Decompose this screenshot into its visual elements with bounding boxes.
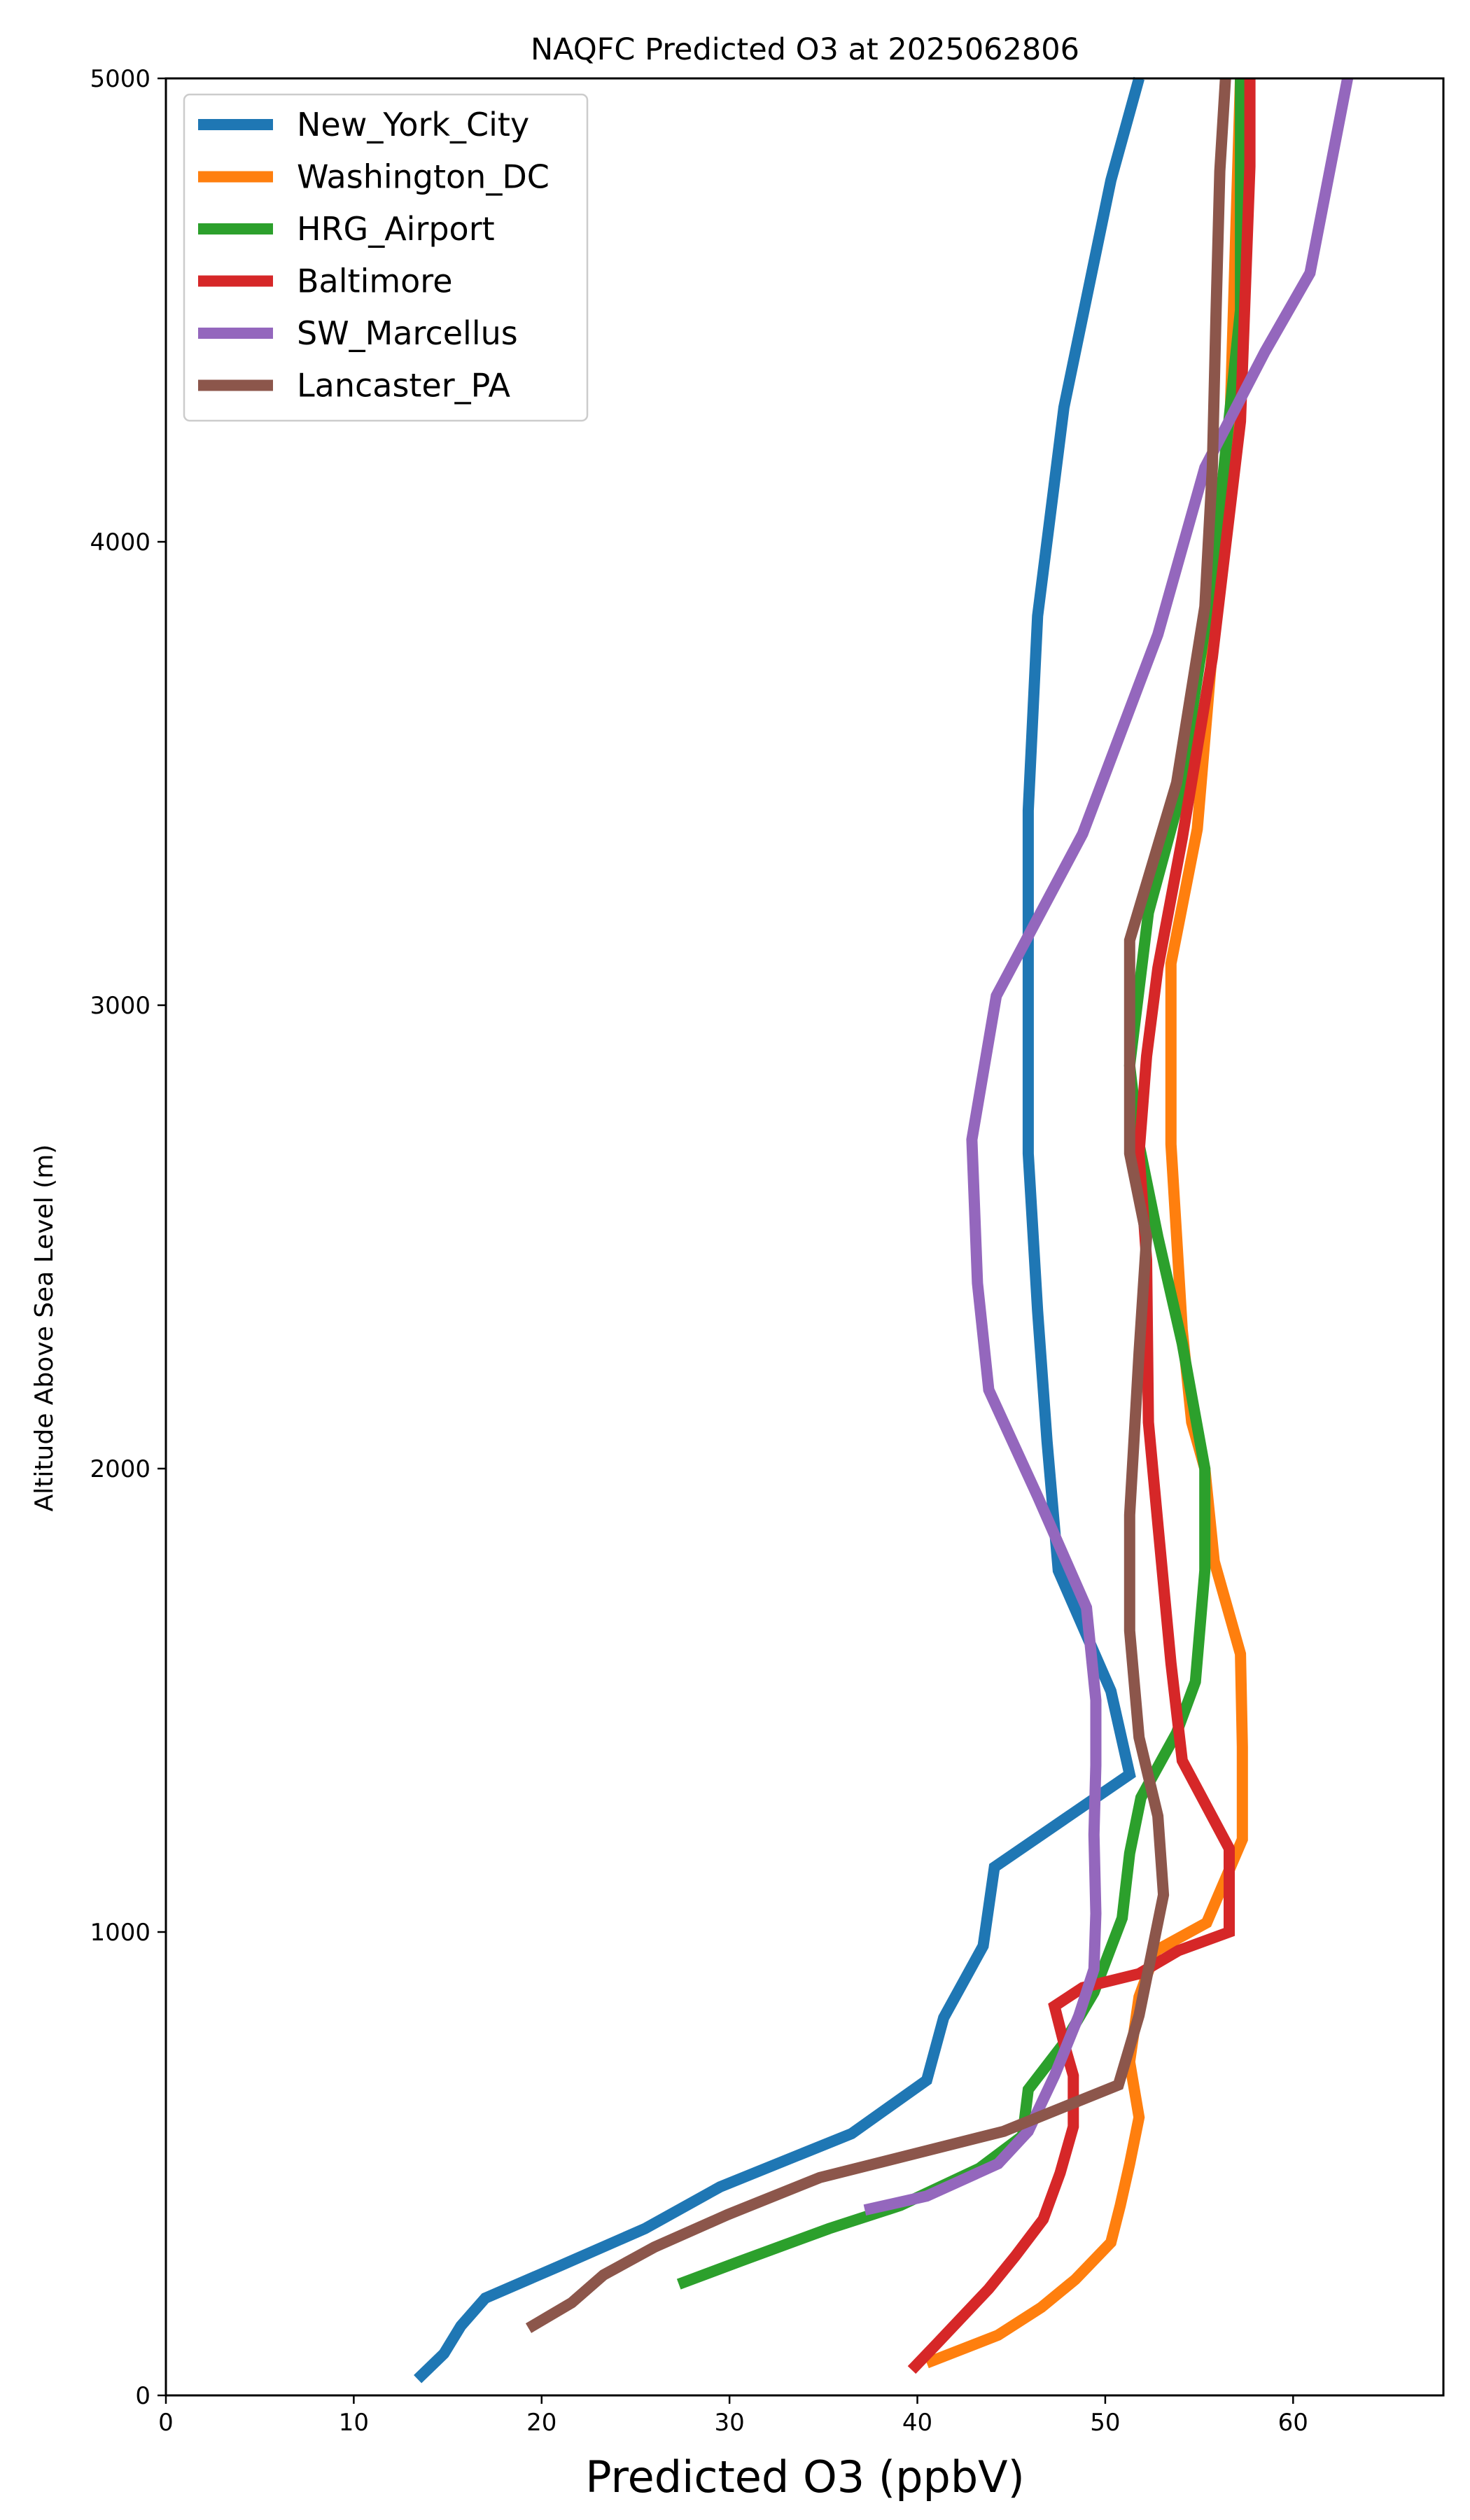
x-tick-label: 30 xyxy=(715,2409,745,2437)
y-tick-label: 1000 xyxy=(90,1919,150,1947)
y-tick-label: 2000 xyxy=(90,1455,150,1483)
plot-frame xyxy=(164,77,1445,2397)
legend-frame xyxy=(183,93,589,422)
x-tick-label: 40 xyxy=(902,2409,932,2437)
series-line-lancaster-pa xyxy=(525,78,1231,2333)
y-tick-label: 4000 xyxy=(90,528,150,556)
y-tick-label: 0 xyxy=(135,2382,150,2410)
y-axis-label: Altitude Above Sea Level (m) xyxy=(30,1144,59,1512)
legend-label: Baltimore xyxy=(297,262,453,300)
chart-title: NAQFC Predicted O3 at 2025062806 xyxy=(531,32,1079,67)
x-tick-label: 50 xyxy=(1090,2409,1120,2437)
legend-label: HRG_Airport xyxy=(297,210,495,248)
series-line-sw-marcellus xyxy=(863,77,1353,2216)
legend-label: Lancaster_PA xyxy=(297,367,510,405)
x-tick-label: 60 xyxy=(1278,2409,1308,2437)
y-tick-label: 5000 xyxy=(90,65,150,93)
legend-label: New_York_City xyxy=(297,106,529,144)
x-axis-label: Predicted O3 (ppbV) xyxy=(585,2451,1025,2502)
legend: New_York_City Washington_DC HRG_Airport Bal… xyxy=(183,93,589,422)
ticks-layer: 0 10 20 30 40 50 60 0 1000 2000 3000 4000 5000 xyxy=(90,65,1308,2437)
x-tick-label: 10 xyxy=(339,2409,369,2437)
series-layer xyxy=(414,76,1353,2384)
legend-label: SW_Marcellus xyxy=(297,314,518,352)
y-tick-label: 3000 xyxy=(90,992,150,1020)
legend-items: New_York_City Washington_DC HRG_Airport Bal… xyxy=(198,106,550,405)
series-line-baltimore xyxy=(907,78,1256,2374)
x-tick-label: 20 xyxy=(526,2409,556,2437)
series-line-washington-dc xyxy=(924,78,1248,2369)
legend-label: Washington_DC xyxy=(297,158,550,196)
series-line-new-york-city xyxy=(414,76,1144,2384)
x-tick-label: 0 xyxy=(158,2409,174,2437)
